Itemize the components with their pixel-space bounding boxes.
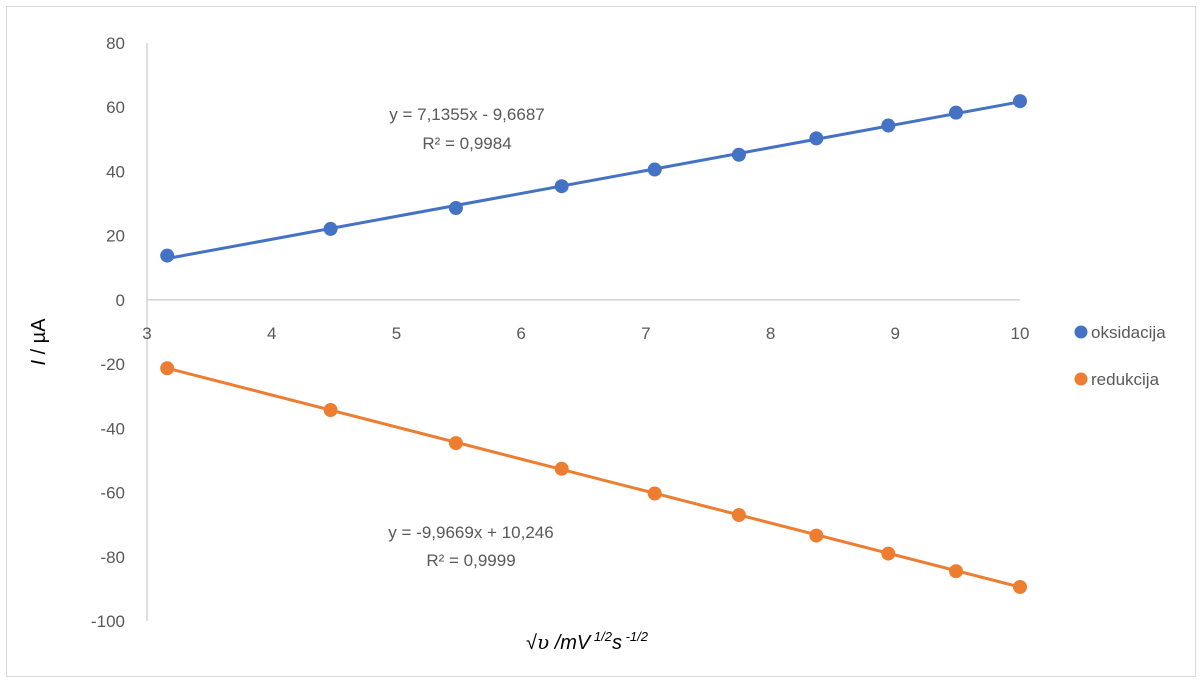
x-tick-label: 4 xyxy=(267,324,276,343)
data-point-oksidacija xyxy=(323,221,338,236)
y-tick-label: 0 xyxy=(116,291,125,310)
y-tick-label: -100 xyxy=(91,612,125,631)
y-tick-label: -60 xyxy=(100,484,125,503)
trendline-redukcija xyxy=(166,366,1021,589)
data-point-oksidacija xyxy=(554,179,569,194)
legend-marker-redukcija xyxy=(1074,372,1088,386)
data-point-oksidacija xyxy=(731,147,746,162)
legend-label-oksidacija: oksidacija xyxy=(1091,323,1166,342)
data-point-redukcija xyxy=(554,461,569,476)
x-tick-label: 5 xyxy=(392,324,401,343)
data-point-oksidacija xyxy=(949,105,964,120)
data-point-oksidacija xyxy=(1013,94,1027,109)
x-axis-label: √υ /mV 1/2s -1/2 xyxy=(526,629,649,654)
data-point-oksidacija xyxy=(647,162,662,177)
x-tick-label: 3 xyxy=(142,324,151,343)
data-point-redukcija xyxy=(160,361,175,376)
legend: oksidacija redukcija xyxy=(1074,323,1166,389)
chart-frame: 80 60 40 20 0 -20 -40 -60 -80 -100 3 4 5 6 7 8 9 10 y = 7… xyxy=(6,6,1196,677)
r-squared-redukcija: R² = 0,9999 xyxy=(426,551,515,570)
axes: 80 60 40 20 0 -20 -40 -60 -80 -100 3 4 5 6 7 8 9 10 xyxy=(91,34,1029,631)
y-axis-label: I / µA xyxy=(28,318,50,366)
data-point-redukcija xyxy=(647,486,662,501)
data-point-redukcija xyxy=(809,528,824,543)
data-point-redukcija xyxy=(323,403,338,418)
y-tick-label: 20 xyxy=(106,227,125,246)
r-squared-oksidacija: R² = 0,9984 xyxy=(422,134,511,153)
data-points xyxy=(160,94,1027,594)
data-point-oksidacija xyxy=(881,118,896,133)
chart: 80 60 40 20 0 -20 -40 -60 -80 -100 3 4 5 6 7 8 9 10 y = 7… xyxy=(28,34,1166,654)
legend-marker-oksidacija xyxy=(1074,325,1088,339)
x-tick-label: 6 xyxy=(516,324,525,343)
data-point-oksidacija xyxy=(160,248,175,263)
data-point-oksidacija xyxy=(809,131,824,146)
x-tick-label: 10 xyxy=(1011,324,1030,343)
legend-label-redukcija: redukcija xyxy=(1091,370,1160,389)
data-point-redukcija xyxy=(448,436,463,451)
x-tick-label: 9 xyxy=(891,324,900,343)
y-tick-label: -80 xyxy=(100,548,125,567)
data-point-oksidacija xyxy=(448,201,463,216)
x-tick-label: 7 xyxy=(641,324,650,343)
data-point-redukcija xyxy=(731,508,746,523)
y-tick-label: 80 xyxy=(106,34,125,53)
y-tick-label: -20 xyxy=(100,355,125,374)
data-point-redukcija xyxy=(949,564,964,579)
data-point-redukcija xyxy=(1013,579,1027,594)
annotations: y = 7,1355x - 9,6687 R² = 0,9984 y = -9,… xyxy=(388,105,553,570)
trendlines xyxy=(166,100,1021,589)
y-tick-label: 40 xyxy=(106,162,125,181)
data-point-redukcija xyxy=(881,546,896,561)
equation-oksidacija: y = 7,1355x - 9,6687 xyxy=(389,105,544,124)
equation-redukcija: y = -9,9669x + 10,246 xyxy=(388,523,553,542)
x-tick-label: 8 xyxy=(766,324,775,343)
y-tick-label: 60 xyxy=(106,98,125,117)
trendline-oksidacija xyxy=(166,100,1021,260)
y-tick-label: -40 xyxy=(100,419,125,438)
